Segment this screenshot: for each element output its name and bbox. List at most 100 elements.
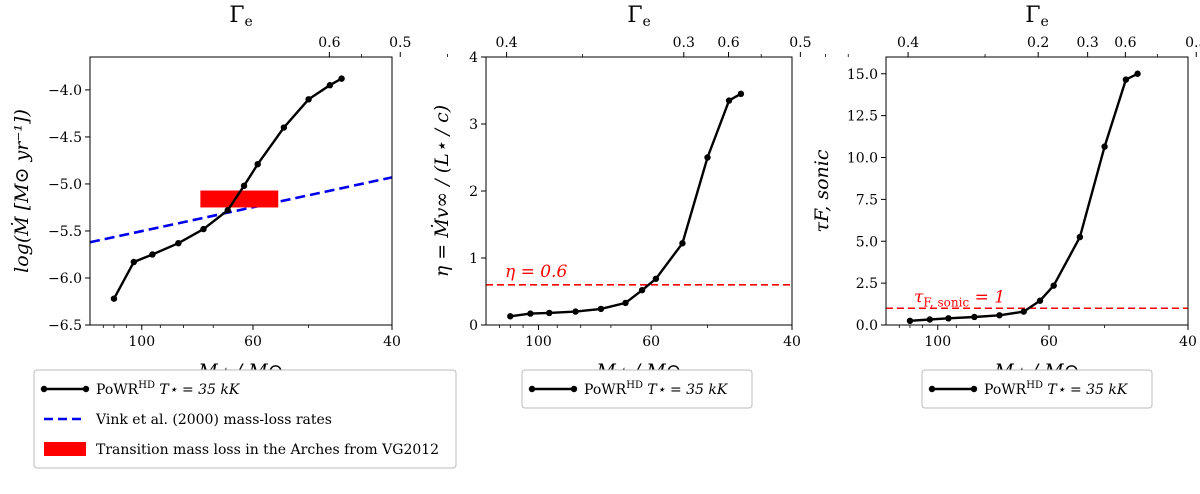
x-tick-label: 60	[1040, 334, 1058, 350]
y-tick-label: −4.0	[48, 83, 82, 99]
top-tick-label: 0.6	[717, 35, 739, 51]
x-tick-label: 40	[783, 334, 801, 350]
top-tick-label: 0.5	[789, 35, 811, 51]
y-axis-label: η = Ṁv∞ / (L⋆ / c)	[430, 105, 453, 277]
data-point	[572, 308, 579, 315]
reference-label: τF, sonic = 1	[914, 287, 1005, 309]
data-point	[725, 97, 733, 104]
powr-series-line	[112, 77, 343, 300]
y-tick-label: 15.0	[847, 67, 878, 83]
y-tick-label: −4.5	[48, 130, 82, 146]
data-point	[254, 161, 261, 168]
y-axis-label: τF, sonic	[811, 149, 833, 232]
data-point	[597, 305, 605, 313]
data-point	[280, 124, 288, 131]
data-point	[130, 258, 138, 266]
y-tick-label: −5.5	[48, 224, 82, 240]
data-point	[1076, 233, 1084, 241]
data-point	[1020, 308, 1027, 315]
data-point	[971, 313, 978, 321]
legend-left: PoWRHD T⋆ = 35 kK Vink et al. (2000) mass…	[33, 369, 457, 469]
data-point	[326, 82, 334, 89]
powr-series-line	[510, 92, 742, 318]
y-tick-label: −6.0	[48, 271, 82, 287]
top-tick-label: 0.2	[1027, 35, 1049, 51]
powr-series-line	[909, 72, 1139, 322]
plot-frame	[885, 56, 1189, 326]
y-axis-label: log(Ṁ [M⊙ yr⁻¹])	[10, 109, 33, 273]
data-point	[622, 299, 629, 307]
top-tick-label: 0.4	[495, 35, 517, 51]
y-tick-label: 5.0	[856, 234, 878, 250]
top-tick-label: 0.3	[1077, 35, 1099, 51]
data-point	[110, 295, 118, 302]
y-tick-label: 3	[469, 117, 478, 133]
y-tick-label: 10.0	[847, 151, 878, 167]
y-tick-label: 0	[469, 318, 478, 334]
top-axis-title: Γe	[1025, 3, 1049, 30]
x-tick-label: 40	[383, 334, 401, 350]
data-point	[638, 286, 646, 294]
legend-label: Transition mass loss in the Arches from …	[96, 442, 439, 458]
legend-middle: PoWRHD T⋆ = 35 kK	[521, 369, 753, 409]
chart-panel-right: 100 60 40 0.2 0.3 0.4 0.5 0.6 Γe 0.0 2.5 5.0 7.5 10.0…	[811, 3, 1200, 382]
y-tick-label: 7.5	[856, 192, 878, 208]
data-point	[652, 275, 660, 282]
legend-label: PoWRHD T⋆ = 35 kK	[584, 380, 729, 398]
data-point	[527, 310, 534, 317]
y-tick-label: −6.5	[48, 318, 82, 334]
x-tick-label: 60	[244, 334, 262, 350]
data-point	[679, 240, 686, 247]
x-tick-label: 60	[642, 334, 660, 350]
data-point	[1036, 297, 1044, 304]
legend-box	[921, 369, 1153, 409]
data-point	[1134, 70, 1141, 77]
legend-right: PoWRHD T⋆ = 35 kK	[921, 369, 1153, 409]
x-tick-label: 100	[924, 334, 951, 350]
top-tick-label: 0.4	[897, 35, 919, 51]
x-tick-label: 100	[525, 334, 552, 350]
legend-label: PoWRHD T⋆ = 35 kK	[984, 380, 1129, 398]
top-axis-title: Γe	[229, 3, 253, 30]
legend-marker-dot	[40, 385, 48, 393]
top-axis-title: Γe	[627, 3, 651, 30]
reference-label: η = 0.6	[505, 262, 567, 282]
data-point	[175, 239, 182, 247]
data-point	[945, 315, 952, 322]
y-tick-label: 0.0	[856, 318, 878, 334]
top-tick-label: 0.5	[1185, 35, 1200, 51]
legend-label: Vink et al. (2000) mass-loss rates	[95, 412, 332, 428]
data-point	[200, 225, 207, 233]
data-point	[906, 317, 914, 325]
legend-box	[33, 369, 457, 469]
y-tick-label: 12.5	[847, 109, 878, 125]
legend-marker-dot	[970, 385, 978, 393]
y-tick-label: 2	[469, 184, 478, 200]
data-point	[1050, 282, 1057, 289]
y-tick-label: 4	[469, 50, 478, 66]
legend-marker-dot	[928, 385, 936, 393]
top-tick-label: 0.6	[318, 35, 340, 51]
legend-box	[521, 369, 753, 409]
legend-marker-dot	[82, 385, 90, 393]
top-tick-label: 0.5	[389, 35, 411, 51]
data-point	[224, 207, 231, 214]
x-tick-label: 100	[128, 334, 155, 350]
y-tick-label: 1	[469, 251, 478, 267]
data-point	[737, 90, 745, 98]
transition-rect	[200, 190, 279, 208]
data-point	[996, 312, 1003, 319]
legend-marker-rect	[44, 442, 86, 456]
data-point	[240, 182, 248, 190]
data-point	[338, 75, 345, 82]
data-point	[1101, 143, 1108, 150]
data-point	[546, 309, 553, 317]
legend-label: PoWRHD T⋆ = 35 kK	[96, 380, 241, 398]
top-tick-label: 0.3	[673, 35, 695, 51]
data-point	[704, 154, 711, 161]
y-tick-label: −5.0	[48, 177, 82, 193]
data-point	[149, 251, 156, 258]
plot-frame	[89, 56, 393, 326]
x-tick-label: 40	[1179, 334, 1197, 350]
